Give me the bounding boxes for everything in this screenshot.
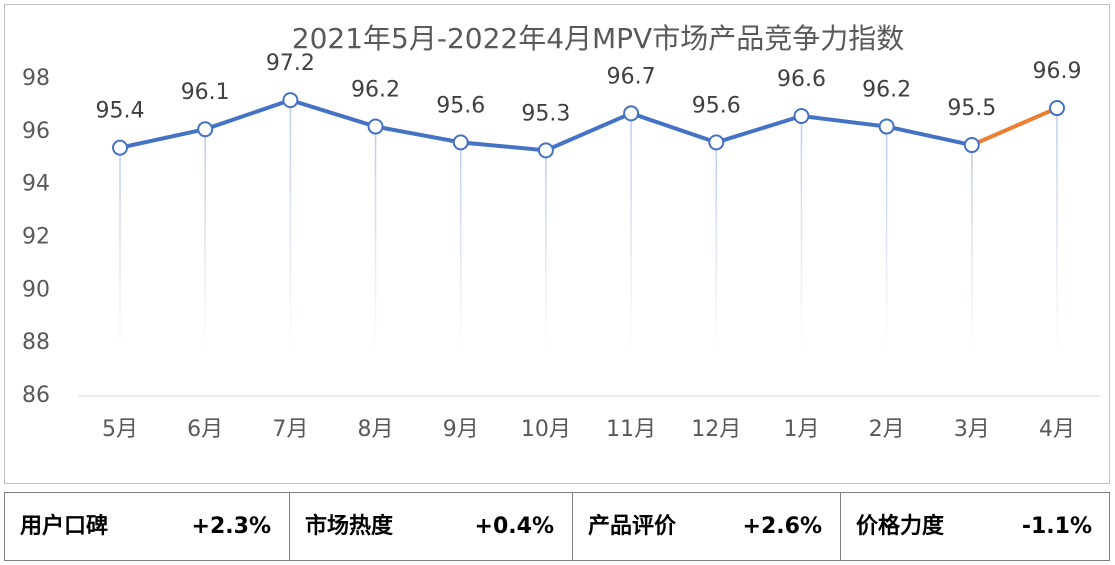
y-tick-label: 88: [22, 330, 50, 355]
value-label: 96.6: [777, 67, 826, 92]
drop-line: [119, 147, 121, 356]
indicator-label: 用户口碑: [20, 513, 108, 539]
point: [112, 139, 128, 156]
drop-line: [971, 145, 973, 356]
drop-line: [289, 100, 292, 356]
drop-line: [204, 129, 206, 356]
drop-line: [374, 126, 377, 356]
value-label: 96.7: [607, 64, 656, 89]
y-tick-label: 86: [22, 383, 50, 408]
y-tick-label: 96: [22, 119, 50, 144]
x-tick-label: 8月: [358, 417, 394, 442]
x-tick-label: 11月: [606, 417, 656, 442]
point: [793, 107, 810, 124]
indicator-label: 市场热度: [305, 513, 394, 539]
indicator-table: [4, 492, 1110, 561]
indicator-value: +0.4%: [475, 514, 554, 539]
point: [537, 142, 554, 159]
point: [197, 121, 214, 138]
x-tick-label: 7月: [272, 417, 308, 442]
drop-line: [545, 150, 547, 356]
value-label: 95.3: [521, 101, 570, 126]
y-tick-label: 92: [22, 225, 50, 250]
value-label: 96.9: [1033, 59, 1082, 84]
chart-frame: [4, 4, 1110, 484]
value-label: 95.5: [947, 96, 996, 121]
y-tick-label: 90: [22, 277, 50, 302]
indicator-value: +2.3%: [192, 514, 271, 539]
line-last-segment: [971, 106, 1058, 147]
x-tick-label: 10月: [521, 417, 571, 442]
x-tick-label: 4月: [1039, 417, 1075, 442]
point: [623, 105, 640, 122]
point: [1049, 100, 1065, 117]
point: [708, 134, 725, 151]
value-label: 97.2: [266, 51, 315, 76]
point: [878, 118, 895, 135]
x-tick-label: 2月: [869, 417, 905, 442]
drop-line: [800, 115, 803, 356]
value-label: 95.4: [96, 99, 145, 124]
chart-title: 2021年5月-2022年4月MPV市场产品竞争力指数: [292, 22, 904, 55]
indicator-label: 产品评价: [588, 514, 677, 539]
indicator-label: 价格力度: [856, 513, 945, 539]
x-tick-label: 3月: [954, 417, 990, 442]
value-label: 96.1: [181, 80, 230, 105]
x-tick-label: 9月: [443, 417, 479, 442]
point: [367, 118, 384, 135]
drop-line: [715, 142, 718, 356]
x-tick-label: 12月: [691, 417, 741, 442]
value-label: 95.6: [436, 93, 485, 118]
value-label: 95.6: [692, 93, 741, 118]
y-tick-label: 94: [22, 172, 50, 197]
drop-line: [1056, 108, 1058, 356]
value-label: 96.2: [862, 78, 911, 103]
indicator-value: -1.1%: [1022, 514, 1092, 539]
point: [963, 137, 980, 154]
drop-line: [459, 142, 462, 356]
x-tick-label: 6月: [187, 417, 223, 442]
point: [452, 134, 469, 151]
value-label: 96.2: [351, 78, 400, 103]
indicator-value: +2.6%: [743, 514, 822, 539]
y-tick-label: 98: [22, 66, 50, 91]
x-tick-label: 1月: [783, 417, 819, 442]
point: [282, 92, 299, 109]
x-tick-label: 5月: [102, 417, 138, 442]
drop-line: [630, 113, 632, 356]
drop-line: [885, 126, 888, 356]
